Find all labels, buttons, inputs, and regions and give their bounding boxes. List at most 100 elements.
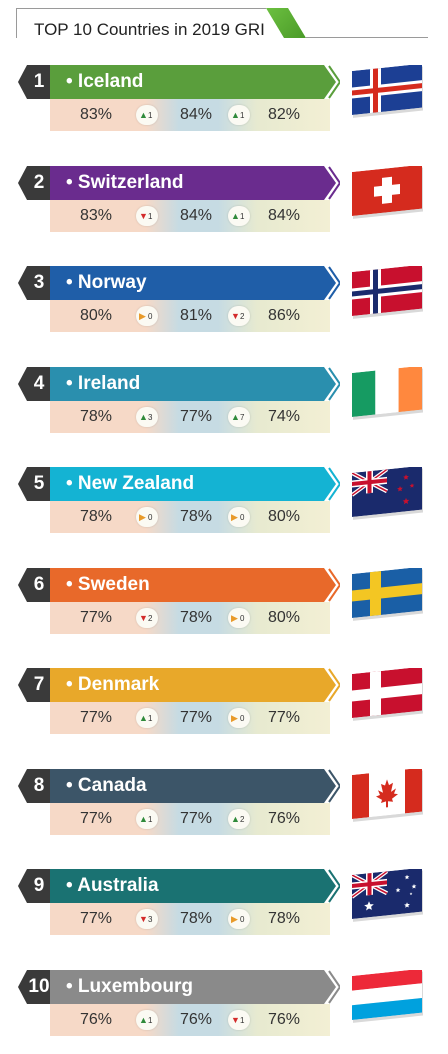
- score-previous: 78%: [179, 609, 213, 626]
- trend-same-icon: ▶: [231, 713, 238, 723]
- rank-row: 6 • Sweden 77% ▼ 2 78% ▶ 0 80%: [0, 568, 448, 648]
- header-rule-bottom: [306, 37, 428, 38]
- score-previous: 76%: [179, 1011, 213, 1028]
- score-earlier: 77%: [267, 709, 301, 726]
- score-strip: 78% ▶ 0 78% ▶ 0 80%: [50, 501, 330, 533]
- rank-change-badge: ▲ 3: [136, 407, 158, 427]
- rank-change-count: 1: [148, 714, 153, 723]
- score-earlier: 86%: [267, 307, 301, 324]
- score-strip: 77% ▲ 1 77% ▶ 0 77%: [50, 702, 330, 734]
- rank-number: 8: [33, 775, 45, 796]
- rank-change-count: 0: [240, 614, 245, 623]
- header-accent-stripe: [266, 8, 306, 38]
- rank-badge: 10: [18, 970, 60, 1004]
- trend-same-icon: ▶: [231, 613, 238, 623]
- rank-change-count: 1: [148, 111, 153, 120]
- score-strip: 80% ▶ 0 81% ▼ 2 86%: [50, 300, 330, 332]
- score-current: 83%: [79, 207, 113, 224]
- rank-change-count: 3: [148, 413, 153, 422]
- score-current: 77%: [79, 910, 113, 927]
- score-previous: 78%: [179, 508, 213, 525]
- score-earlier: 84%: [267, 207, 301, 224]
- rank-badge: 8: [18, 769, 60, 803]
- rank-row: 10 • Luxembourg 76% ▲ 1 76% ▼ 1 76%: [0, 970, 448, 1050]
- header-rule-top: [16, 8, 266, 9]
- score-earlier: 78%: [267, 910, 301, 927]
- score-strip: 78% ▲ 3 77% ▲ 7 74%: [50, 401, 330, 433]
- trend-same-icon: ▶: [139, 311, 146, 321]
- rank-change-count: 2: [240, 312, 245, 321]
- trend-down-icon: ▼: [231, 1015, 240, 1025]
- trend-up-icon: ▲: [139, 814, 148, 824]
- rank-change-count: 0: [240, 915, 245, 924]
- rank-change-badge: ▲ 1: [228, 206, 250, 226]
- country-name: • Canada: [66, 775, 147, 796]
- trend-down-icon: ▼: [139, 613, 148, 623]
- score-previous: 84%: [179, 106, 213, 123]
- country-name: • New Zealand: [66, 473, 195, 494]
- country-name-bar: • New Zealand: [50, 467, 340, 501]
- score-strip: 83% ▲ 1 84% ▲ 1 82%: [50, 99, 330, 131]
- header-rule-left: [16, 8, 17, 38]
- trend-up-icon: ▲: [231, 814, 240, 824]
- rank-change-badge: ▶ 0: [228, 909, 250, 929]
- rank-change-badge: ▶ 0: [136, 507, 158, 527]
- rank-badge: 7: [18, 668, 60, 702]
- score-current: 77%: [79, 609, 113, 626]
- rank-change-badge: ▼ 1: [136, 206, 158, 226]
- country-name: • Luxembourg: [66, 976, 193, 997]
- rank-number: 5: [33, 473, 45, 494]
- rank-badge: 5: [18, 467, 60, 501]
- rank-change-badge: ▲ 1: [136, 809, 158, 829]
- trend-same-icon: ▶: [231, 512, 238, 522]
- score-previous: 81%: [179, 307, 213, 324]
- score-current: 77%: [79, 709, 113, 726]
- luxembourg-flag: [352, 970, 424, 1026]
- rank-number: 7: [33, 674, 45, 695]
- score-previous: 77%: [179, 408, 213, 425]
- trend-same-icon: ▶: [139, 512, 146, 522]
- country-name-bar: • Denmark: [50, 668, 340, 702]
- rank-number: 9: [33, 875, 45, 896]
- score-strip: 77% ▼ 2 78% ▶ 0 80%: [50, 602, 330, 634]
- rank-change-badge: ▲ 1: [228, 105, 250, 125]
- country-name-bar: • Ireland: [50, 367, 340, 401]
- rank-change-count: 0: [148, 513, 153, 522]
- rank-change-badge: ▲ 1: [136, 708, 158, 728]
- norway-flag: [352, 266, 424, 322]
- chart-header: TOP 10 Countries in 2019 GRI: [16, 8, 428, 46]
- country-name: • Australia: [66, 875, 159, 896]
- page-title: TOP 10 Countries in 2019 GRI: [34, 20, 265, 39]
- rank-change-count: 1: [148, 212, 153, 221]
- trend-up-icon: ▲: [231, 110, 240, 120]
- trend-up-icon: ▲: [231, 412, 240, 422]
- country-name-bar: • Iceland: [50, 65, 340, 99]
- sweden-flag: [352, 568, 424, 624]
- score-earlier: 80%: [267, 609, 301, 626]
- rank-number: 4: [33, 373, 45, 394]
- trend-up-icon: ▲: [139, 110, 148, 120]
- score-strip: 76% ▲ 1 76% ▼ 1 76%: [50, 1004, 330, 1036]
- score-current: 78%: [79, 408, 113, 425]
- rank-change-badge: ▲ 1: [136, 1010, 158, 1030]
- score-current: 77%: [79, 810, 113, 827]
- trend-down-icon: ▼: [139, 914, 148, 924]
- trend-up-icon: ▲: [139, 412, 148, 422]
- rank-change-count: 2: [240, 815, 245, 824]
- country-name: • Switzerland: [66, 172, 184, 193]
- trend-same-icon: ▶: [231, 914, 238, 924]
- score-strip: 77% ▲ 1 77% ▲ 2 76%: [50, 803, 330, 835]
- country-name-bar: • Switzerland: [50, 166, 340, 200]
- score-current: 80%: [79, 307, 113, 324]
- score-earlier: 76%: [267, 1011, 301, 1028]
- rank-change-badge: ▲ 1: [136, 105, 158, 125]
- country-name: • Norway: [66, 272, 147, 293]
- rank-change-badge: ▶ 0: [228, 608, 250, 628]
- rank-change-badge: ▶ 0: [228, 507, 250, 527]
- country-name-bar: • Luxembourg: [50, 970, 340, 1004]
- rank-number: 3: [33, 272, 45, 293]
- trend-up-icon: ▲: [231, 211, 240, 221]
- rank-change-badge: ▲ 2: [228, 809, 250, 829]
- rank-badge: 6: [18, 568, 60, 602]
- score-earlier: 80%: [267, 508, 301, 525]
